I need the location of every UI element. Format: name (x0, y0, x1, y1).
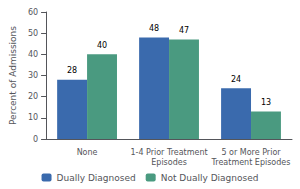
svg-text:Dually Diagnosed: Dually Diagnosed (57, 173, 136, 183)
svg-text:1-4 Prior Treatment: 1-4 Prior Treatment (130, 148, 207, 157)
svg-text:Percent of Admissions: Percent of Admissions (8, 26, 18, 125)
svg-text:Not Dually Diagnosed: Not Dually Diagnosed (161, 173, 259, 183)
svg-text:28: 28 (67, 66, 77, 75)
svg-text:50: 50 (28, 29, 38, 38)
svg-text:Episodes: Episodes (151, 158, 187, 167)
svg-text:48: 48 (149, 24, 159, 33)
svg-text:None: None (77, 148, 98, 157)
svg-text:Treatment Episodes: Treatment Episodes (211, 158, 291, 167)
svg-text:10: 10 (28, 113, 38, 122)
svg-text:47: 47 (179, 26, 189, 35)
svg-text:40: 40 (28, 50, 38, 59)
svg-text:30: 30 (28, 71, 38, 80)
svg-text:0: 0 (33, 135, 38, 144)
svg-text:13: 13 (261, 98, 271, 107)
svg-text:5 or More Prior: 5 or More Prior (221, 148, 281, 157)
svg-text:60: 60 (28, 8, 38, 17)
svg-text:40: 40 (97, 41, 107, 50)
svg-text:20: 20 (28, 92, 38, 101)
svg-text:24: 24 (231, 75, 241, 84)
